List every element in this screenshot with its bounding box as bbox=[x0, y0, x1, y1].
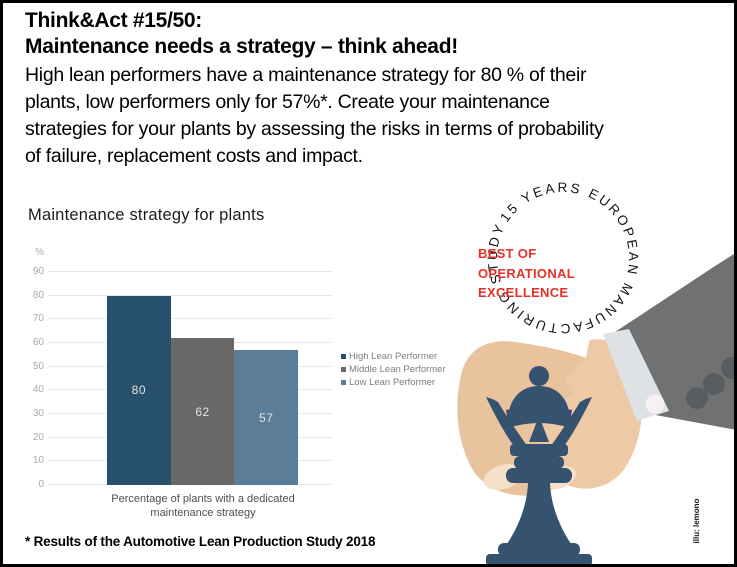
sleeve-button bbox=[686, 387, 708, 409]
gridline bbox=[48, 318, 332, 320]
illustrator-credit: illu: lemono bbox=[692, 498, 701, 544]
body-text-line: High lean performers have a maintenance … bbox=[25, 64, 587, 86]
chart-legend: High Lean Performer Middle Lean Performer… bbox=[341, 350, 446, 389]
chess-queen bbox=[486, 366, 592, 564]
sleeve-button bbox=[721, 357, 734, 379]
y-axis-tick-label: 40 bbox=[32, 384, 44, 396]
legend-label: Low Lean Performer bbox=[349, 377, 436, 388]
x-axis-caption-line: Percentage of plants with a dedicated bbox=[111, 493, 295, 505]
hand-wrist bbox=[565, 342, 640, 465]
y-axis-tick-label: 0 bbox=[38, 479, 44, 490]
y-axis-tick-label: 50 bbox=[32, 360, 44, 372]
gridline bbox=[48, 294, 332, 296]
y-axis-tick-label: 90 bbox=[32, 265, 44, 277]
bar-low-lean-performer: 57 bbox=[234, 350, 299, 485]
badge-center-text: BEST OF OPERATIONAL EXCELLENCE bbox=[478, 244, 575, 303]
legend-item: Low Lean Performer bbox=[341, 376, 446, 389]
body-text-line: strategies for your plants by assessing … bbox=[25, 118, 604, 140]
gridline bbox=[48, 271, 332, 272]
bar-value-label: 80 bbox=[131, 383, 147, 398]
footnote: * Results of the Automotive Lean Product… bbox=[25, 534, 376, 549]
legend-marker bbox=[341, 380, 346, 385]
badge-center-line: EXCELLENCE bbox=[478, 285, 569, 300]
x-axis-caption-line: maintenance strategy bbox=[150, 507, 256, 519]
x-axis-caption: Percentage of plants with a dedicated ma… bbox=[80, 492, 326, 520]
badge-center-line: BEST OF bbox=[478, 246, 537, 261]
legend-label: High Lean Performer bbox=[349, 351, 438, 362]
y-axis-tick-label: 20 bbox=[32, 431, 44, 443]
legend-marker bbox=[341, 367, 346, 372]
bar-chart-plot: 80 62 57 bbox=[48, 248, 332, 485]
y-axis-unit-label: % bbox=[35, 247, 44, 258]
y-axis-tick-label: 60 bbox=[32, 336, 44, 348]
anniversary-badge: 15 YEARS EUROPEAN MANUFACTURING STUDY bbox=[485, 180, 639, 336]
chart-title: Maintenance strategy for plants bbox=[28, 206, 265, 224]
legend-marker bbox=[341, 354, 346, 359]
y-axis-tick-label: 10 bbox=[32, 455, 44, 467]
slide-title: Think&Act #15/50: bbox=[25, 9, 202, 32]
bar-high-lean-performer: 80 bbox=[107, 295, 171, 485]
y-axis-tick-label: 70 bbox=[32, 313, 44, 325]
legend-label: Middle Lean Performer bbox=[349, 364, 446, 375]
badge-center-line: OPERATIONAL bbox=[478, 265, 575, 281]
bar-middle-lean-performer: 62 bbox=[170, 338, 235, 485]
body-text-line: plants, low performers only for 57%*. Cr… bbox=[25, 91, 550, 113]
legend-item: Middle Lean Performer bbox=[341, 363, 446, 376]
body-text-line: of failure, replacement costs and impact… bbox=[25, 145, 363, 167]
hand-chess-illustration bbox=[457, 253, 734, 564]
y-axis-tick-label: 80 bbox=[32, 289, 44, 301]
bar-value-label: 62 bbox=[195, 404, 210, 419]
y-axis-tick-label: 30 bbox=[32, 407, 44, 419]
legend-item: High Lean Performer bbox=[341, 350, 446, 363]
cufflink bbox=[645, 394, 665, 414]
slide-subtitle: Maintenance needs a strategy – think ahe… bbox=[25, 35, 458, 58]
bar-value-label: 57 bbox=[259, 410, 274, 425]
sleeve-button bbox=[703, 373, 725, 395]
